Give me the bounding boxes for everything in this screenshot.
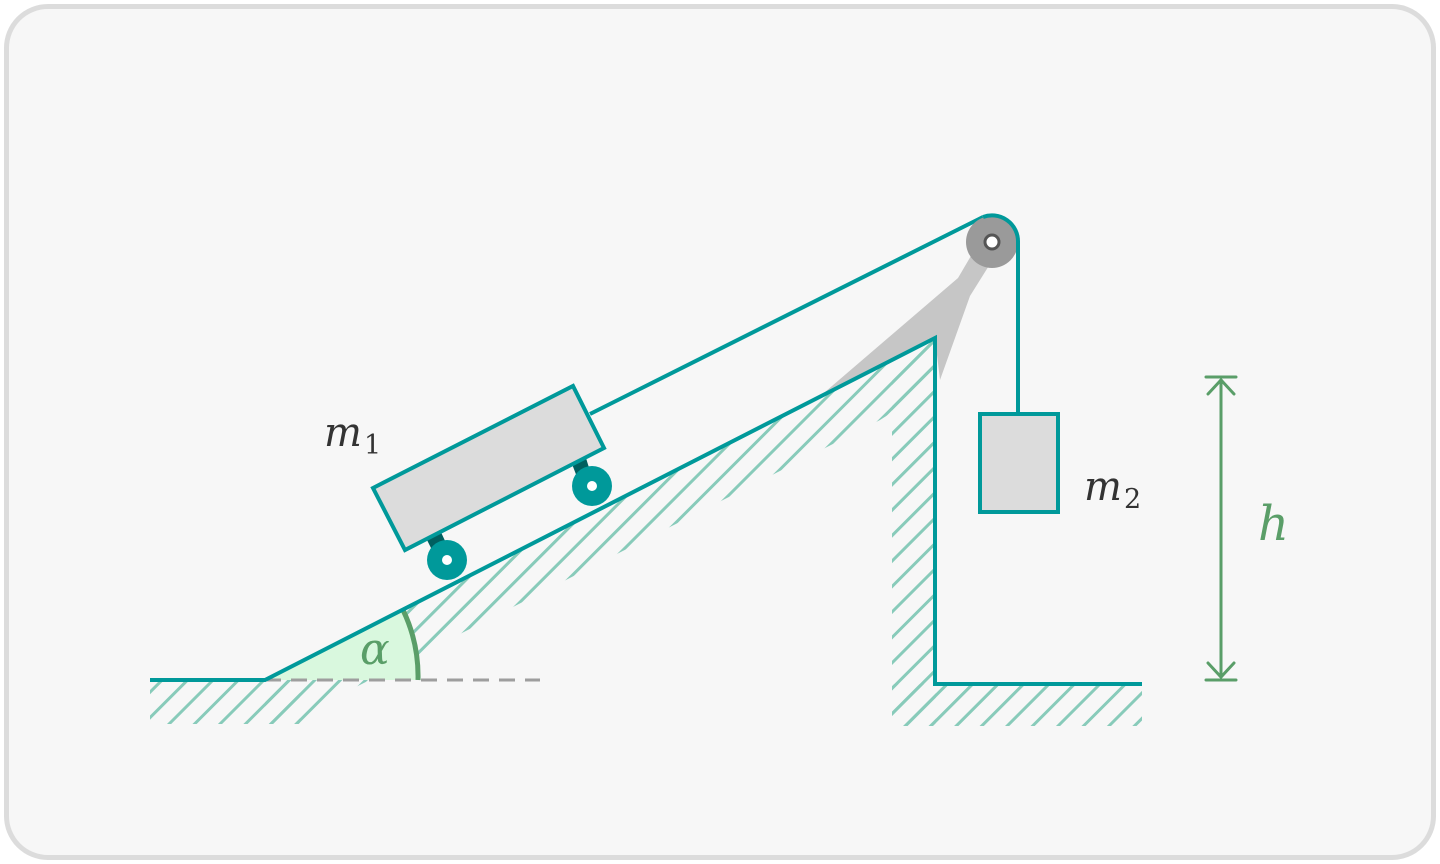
height-label: h [1258,496,1289,552]
ground-outline [150,334,1142,686]
cart-wheel-front-hub [587,481,597,491]
angle-label: α [360,624,390,675]
pulley-axle [983,233,1001,251]
cart-wheel-rear-hub [442,555,452,565]
rope-incline [589,215,984,416]
mass1-cart-body [370,383,607,553]
mass2-block [978,412,1060,514]
wall-hatch [892,338,936,726]
height-dimension [1204,375,1238,682]
incline-hatch [265,338,935,724]
ground-hatch-right [892,684,1142,726]
rope-over-pulley [982,213,1021,243]
mass2-label: m2 [1084,464,1141,515]
angle-arc [400,608,421,681]
mass1-label: m1 [324,410,381,461]
